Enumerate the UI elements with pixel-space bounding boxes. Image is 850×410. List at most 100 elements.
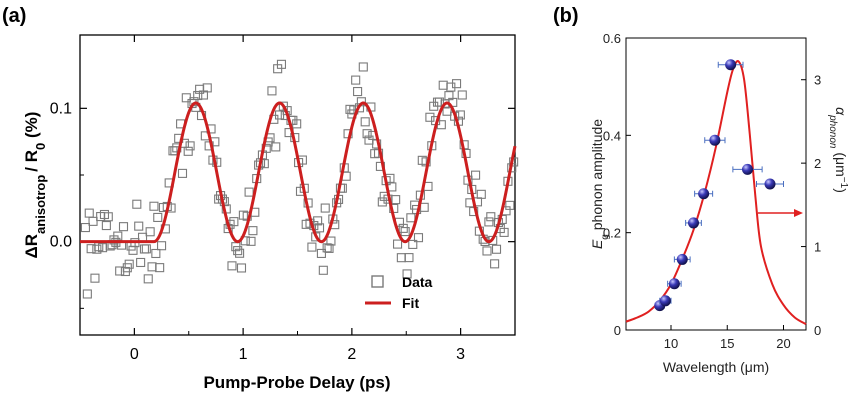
data-point <box>233 246 243 256</box>
data-point <box>181 93 191 103</box>
data-point <box>248 226 258 236</box>
phonon-amplitude-point <box>659 295 671 307</box>
data-point <box>413 233 424 243</box>
y-right-tick-label: 1 <box>814 240 821 255</box>
data-point <box>499 227 509 237</box>
data-point <box>151 248 161 259</box>
data-point <box>491 244 502 254</box>
left-y-rest: phonon amplitude <box>589 119 605 234</box>
x-tick-label: 2 <box>347 346 356 363</box>
data-point <box>314 223 325 233</box>
phonon-amplitude-point <box>668 278 680 290</box>
phonon-amplitude-point <box>764 178 776 190</box>
data-point <box>353 86 363 97</box>
data-point <box>276 59 287 69</box>
y-right-tick-label: 3 <box>814 73 821 88</box>
data-point <box>471 170 481 180</box>
data-point <box>320 203 330 213</box>
data-point <box>391 195 401 205</box>
phonon-amplitude-point <box>709 134 721 146</box>
data-point <box>402 269 412 279</box>
data-point <box>486 212 496 222</box>
x-tick-label: 20 <box>776 336 790 351</box>
right-y-rest: (μm <box>833 149 849 177</box>
panel-a-ticks: 0 1 2 3 0.0 0.1 <box>50 35 515 363</box>
data-point <box>92 244 102 254</box>
data-point <box>101 220 111 231</box>
y-left-tick-label: 0.2 <box>603 226 621 241</box>
data-point <box>442 106 452 116</box>
right-y-sub: phonon <box>828 114 839 149</box>
phonon-amplitude-point <box>688 217 699 229</box>
data-point <box>292 119 302 129</box>
data-point <box>505 200 515 210</box>
data-point <box>434 97 444 107</box>
data-point <box>246 236 256 246</box>
panel-b: (b) 10 15 20 0 0.2 0.4 0.6 0 1 2 3 Wavelength (μm)… <box>553 5 850 375</box>
data-point <box>84 208 94 218</box>
x-tick-label: 10 <box>664 336 678 351</box>
legend-fit-label: Fit <box>402 295 419 311</box>
data-point <box>177 168 188 178</box>
data-point <box>183 146 193 156</box>
legend-data-marker <box>371 275 384 288</box>
panel-a-label: (a) <box>2 5 26 27</box>
data-point <box>86 244 96 254</box>
phonon-amplitude-point <box>698 188 710 200</box>
arrow-head-icon <box>794 209 803 217</box>
data-point <box>358 62 368 72</box>
data-point <box>377 197 387 207</box>
data-point <box>118 222 129 232</box>
data-point <box>406 213 416 223</box>
panel-b-plot-frame <box>625 37 807 331</box>
right-y-close: ) <box>833 188 849 193</box>
panel-a-fit-line <box>80 101 517 244</box>
data-point <box>396 253 406 263</box>
data-point <box>398 223 408 233</box>
data-point <box>457 90 467 100</box>
data-point <box>136 257 146 268</box>
panel-a-y-axis-label: ΔRanisotrop / R0 (%) <box>22 112 48 259</box>
axis-arrow <box>758 209 803 217</box>
data-point <box>229 217 239 227</box>
data-point <box>113 231 123 241</box>
panel-a-x-axis-label: Pump-Probe Delay (ps) <box>203 373 390 392</box>
right-y-sym: α <box>833 107 849 116</box>
data-point <box>132 199 142 209</box>
y-right-tick-label: 2 <box>814 156 821 171</box>
data-point <box>147 262 157 272</box>
data-point <box>451 79 462 89</box>
data-point <box>271 142 281 152</box>
data-point <box>392 239 403 249</box>
y-label-sub: anisotrop <box>33 175 48 234</box>
data-point <box>149 201 159 211</box>
data-point <box>185 141 195 151</box>
y-label-sub2: 0 <box>33 143 48 150</box>
data-point <box>193 90 203 101</box>
phonon-amplitude-point <box>725 59 737 71</box>
alpha-phonon-curve <box>625 60 807 326</box>
data-point <box>419 202 429 212</box>
data-point <box>124 259 134 269</box>
panel-b-ticks: 10 15 20 0 0.2 0.4 0.6 0 1 2 3 <box>603 31 821 351</box>
data-point <box>351 75 361 85</box>
data-point <box>324 243 334 253</box>
data-point <box>307 242 317 252</box>
panel-b-left-y-axis-label: Eg phonon amplitude <box>589 119 611 249</box>
panel-b-x-axis-label: Wavelength (μm) <box>663 359 769 375</box>
data-point <box>267 86 277 96</box>
data-point <box>484 217 494 227</box>
data-point <box>244 187 254 197</box>
data-point <box>227 261 237 271</box>
data-point <box>80 222 90 233</box>
panel-b-label: (b) <box>553 5 579 27</box>
y-right-tick-label: 0 <box>814 323 821 338</box>
panel-a-legend: Data Fit <box>365 274 433 311</box>
y-left-tick-label: 0 <box>614 323 621 338</box>
panel-b-right-y-axis-label: αphonon (μm−1) <box>828 107 850 193</box>
panel-a-plot-frame <box>79 34 516 336</box>
left-y-sub: g <box>600 234 611 240</box>
data-point <box>145 227 155 237</box>
data-point <box>115 266 125 276</box>
y-label-tail: (%) <box>22 112 41 143</box>
